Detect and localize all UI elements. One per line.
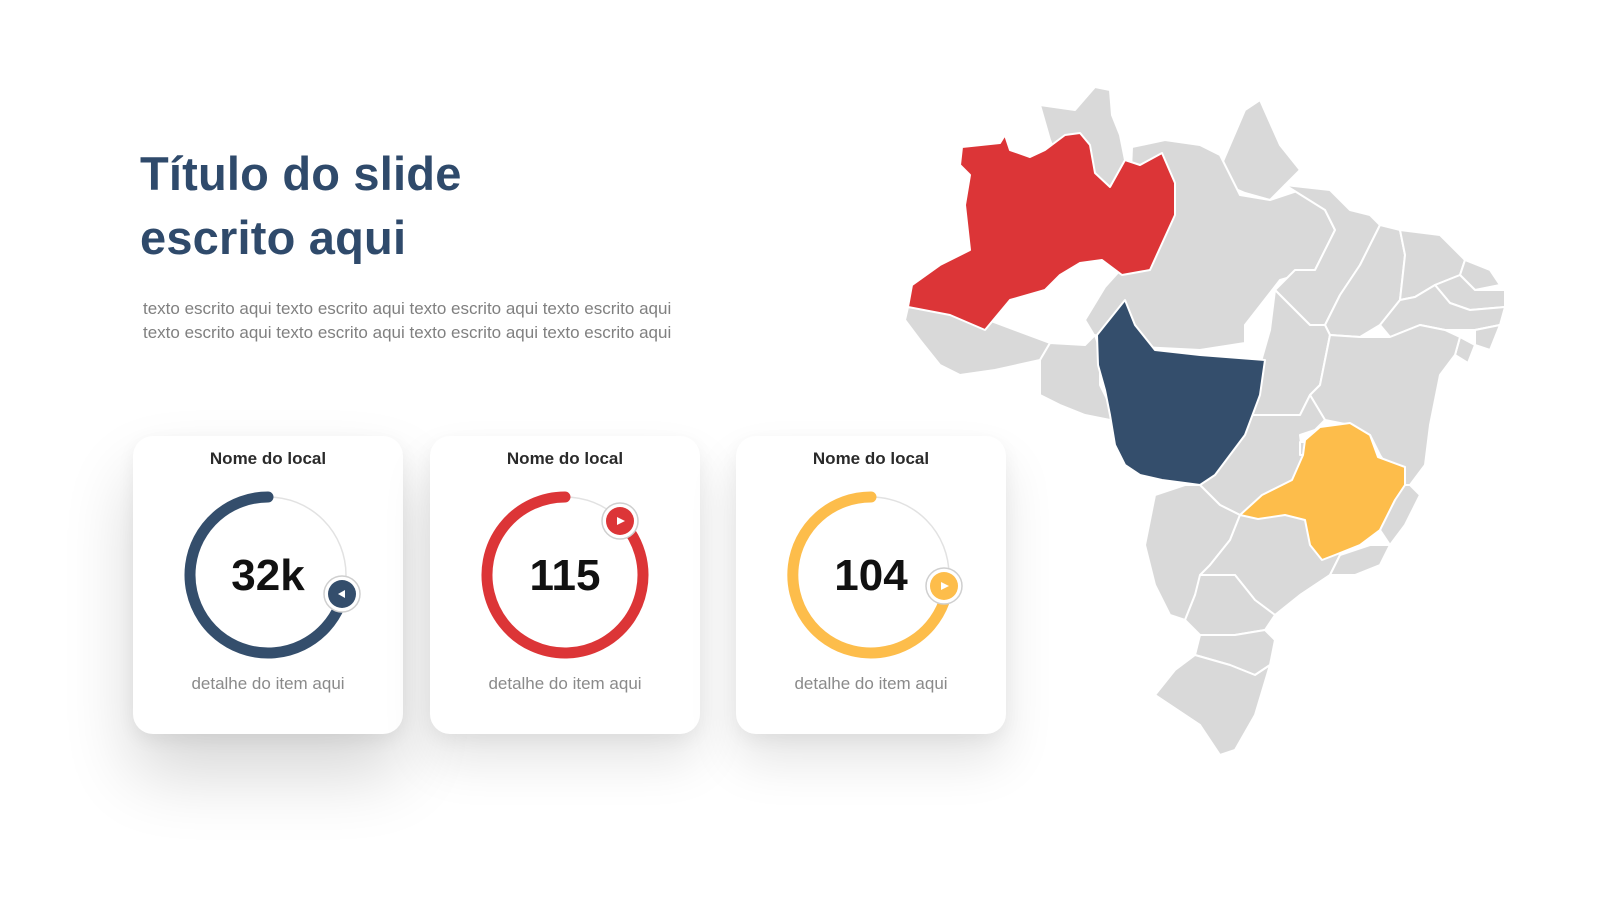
- card-title: Nome do local: [506, 449, 624, 468]
- state-rio-de-janeiro: [1329, 544, 1391, 576]
- state-acre: [904, 306, 1051, 376]
- stat-card-1: Nome do local 32k detalhe do item aqui: [133, 436, 403, 734]
- card-title: Nome do local: [812, 449, 930, 468]
- body-text-line-2: texto escrito aqui texto escrito aqui te…: [143, 323, 672, 342]
- slide-title-line-1: Título do slide: [140, 147, 462, 200]
- progress-ring-graphic: [481, 491, 649, 659]
- stat-value: 115: [529, 551, 601, 600]
- stat-value: 104: [834, 551, 908, 600]
- card-title: Nome do local: [209, 449, 327, 468]
- slide-body-text: texto escrito aqui texto escrito aqui te…: [143, 297, 783, 345]
- card-detail: detalhe do item aqui: [794, 674, 948, 693]
- play-right-icon[interactable]: [925, 567, 963, 605]
- state-amazonas: [907, 132, 1176, 331]
- brazil-map: [900, 75, 1520, 775]
- progress-ring-graphic: [787, 491, 963, 659]
- progress-ring-graphic: [184, 491, 361, 659]
- state-rio-grande-do-norte: [1459, 259, 1501, 291]
- state-amapa: [1214, 99, 1301, 201]
- play-left-icon[interactable]: [323, 575, 361, 613]
- brazil-map-graphic: [904, 86, 1506, 756]
- slide-title-line-2: escrito aqui: [140, 211, 407, 264]
- progress-ring: 32k: [183, 490, 361, 660]
- state-alagoas: [1474, 324, 1501, 351]
- stat-card-3: Nome do local 104 detalhe do item aqui: [736, 436, 1006, 734]
- progress-ring: 104: [786, 490, 963, 660]
- stat-card-2: Nome do local 115 detalhe do item aqui: [430, 436, 700, 734]
- state-rio-grande-do-sul: [1154, 654, 1271, 756]
- card-detail: detalhe do item aqui: [488, 674, 642, 693]
- stat-value: 32k: [231, 551, 305, 600]
- progress-ring: 115: [480, 490, 650, 660]
- state-mato-grosso: [1096, 299, 1266, 486]
- play-right-icon[interactable]: [601, 502, 639, 540]
- body-text-line-1: texto escrito aqui texto escrito aqui te…: [143, 299, 672, 318]
- state-minas-gerais: [1239, 422, 1406, 561]
- card-detail: detalhe do item aqui: [191, 674, 345, 693]
- slide-title: Título do slide escrito aqui: [140, 142, 462, 270]
